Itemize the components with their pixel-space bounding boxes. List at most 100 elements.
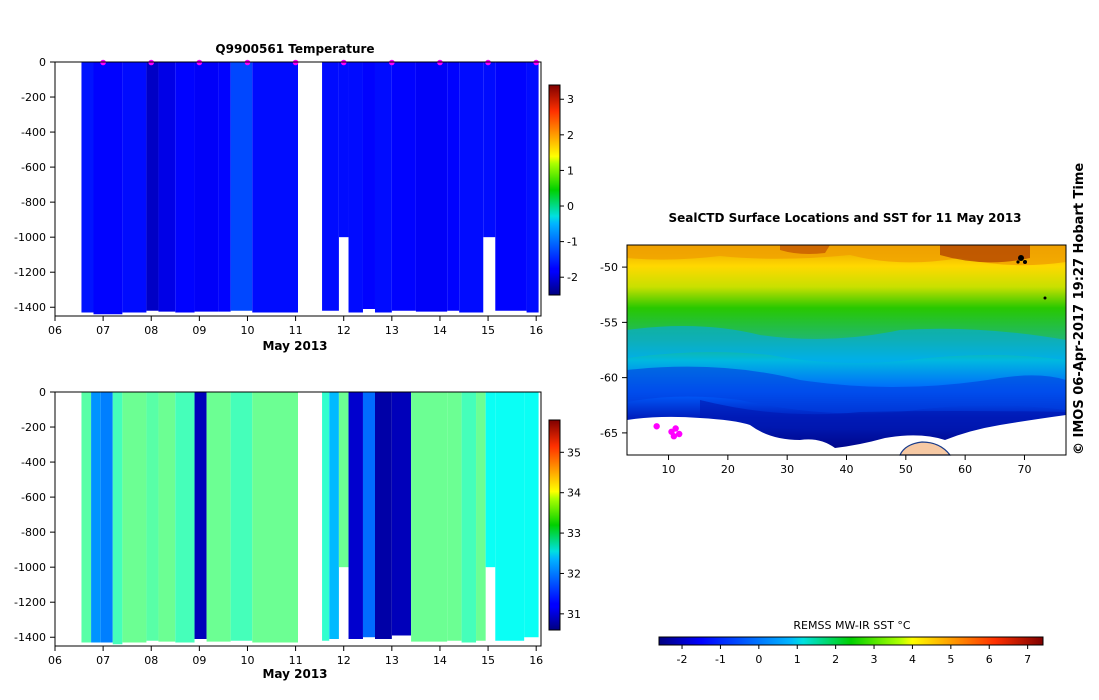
seal-position (670, 433, 678, 440)
sal-profile-4 (122, 392, 147, 643)
map-lat-tick-label: -65 (600, 427, 618, 440)
sal-profile-11 (252, 392, 298, 643)
temperature-colorbar-ticks: -2 -1 0 1 2 3 (560, 93, 578, 284)
sal-ytick-label: -1400 (14, 631, 46, 644)
seal-position (672, 425, 679, 432)
sal-profile-17 (374, 392, 392, 639)
map-lon-tick-label: 50 (899, 463, 913, 476)
salinity-colorbar (548, 419, 561, 631)
temp-profile-21 (526, 62, 539, 313)
sal-profile-2 (100, 392, 113, 643)
sal-profile-3 (112, 392, 123, 645)
temp-profile-17 (447, 62, 460, 311)
sal-profile-13 (329, 392, 339, 639)
sal-profile-7 (175, 392, 195, 643)
sst-cbtick-label: 3 (871, 653, 878, 666)
temp-profile-8 (230, 62, 253, 311)
salinity-profiles (81, 392, 539, 645)
temp-profile-19 (483, 62, 496, 238)
sst-cbtick-label: 2 (832, 653, 839, 666)
temp-xtick-label: 11 (289, 324, 303, 337)
temp-profile-18 (459, 62, 484, 313)
sal-profile-18 (391, 392, 412, 636)
sal-profile-22 (476, 392, 486, 641)
imos-credit: © IMOS 06-Apr-2017 19:27 Hobart Time (1072, 163, 1087, 455)
sal-profile-24 (495, 392, 525, 641)
seal-position (676, 430, 683, 438)
sal-profile-5 (146, 392, 159, 641)
sal-profile-8 (194, 392, 207, 639)
temp-profile-1 (93, 62, 123, 315)
temperature-x-axis: 06 07 08 09 10 11 12 13 14 15 16 (48, 316, 543, 337)
temp-xtick-label: 15 (481, 324, 495, 337)
temperature-y-axis: 0 -200 -400 -600 -800 -1000 -1200 -1400 (14, 56, 55, 314)
map-lon-tick-label: 30 (780, 463, 794, 476)
sal-xtick-label: 16 (529, 654, 543, 667)
sal-profile-9 (206, 392, 231, 642)
map-title: SealCTD Surface Locations and SST for 11… (668, 211, 1021, 225)
temp-cbtick-label: 3 (567, 93, 574, 106)
map-lat-tick-label: -60 (600, 372, 618, 385)
temp-profile-11 (338, 62, 349, 238)
sal-profile-23 (485, 392, 496, 568)
sst-cbtick-label: 4 (909, 653, 916, 666)
sst-colorbar (658, 636, 1044, 646)
sst-cbtick-label: -2 (677, 653, 688, 666)
temp-ytick-label: -200 (21, 91, 46, 104)
sal-ytick-label: -600 (21, 491, 46, 504)
temperature-colorbar (548, 84, 561, 296)
sst-cbtick-label: 7 (1024, 653, 1031, 666)
temp-cbtick-label: 2 (567, 129, 574, 142)
sal-ytick-label: -1200 (14, 596, 46, 609)
sal-ytick-label: -200 (21, 421, 46, 434)
temp-xtick-label: 09 (192, 324, 206, 337)
sst-cbtick-label: -1 (715, 653, 726, 666)
temp-xtick-label: 16 (529, 324, 543, 337)
temp-profile-5 (175, 62, 195, 313)
kerguelen-islands (1016, 255, 1047, 300)
sst-map: SealCTD Surface Locations and SST for 11… (600, 163, 1087, 666)
sal-profile-21 (461, 392, 477, 643)
sal-xtick-label: 14 (433, 654, 447, 667)
sst-cbtick-label: 6 (986, 653, 993, 666)
map-lon-tick-label: 20 (721, 463, 735, 476)
temperature-x-axis-label: May 2013 (262, 339, 327, 353)
sal-profile-0 (81, 392, 92, 643)
sst-colorbar-label: REMSS MW-IR SST °C (793, 619, 911, 632)
temp-ytick-label: -800 (21, 196, 46, 209)
map-lat-axis: -50 -55 -60 -65 (600, 261, 627, 440)
temp-cbtick-label: -2 (567, 271, 578, 284)
salinity-x-axis-label: May 2013 (262, 667, 327, 681)
temperature-profiles (81, 62, 539, 315)
sal-xtick-label: 11 (289, 654, 303, 667)
sal-xtick-label: 06 (48, 654, 62, 667)
sal-cbtick-label: 35 (567, 446, 581, 459)
temp-profile-6 (194, 62, 219, 312)
sal-profile-14 (338, 392, 349, 568)
temp-xtick-label: 06 (48, 324, 62, 337)
map-lon-tick-label: 60 (958, 463, 972, 476)
temp-profile-0 (81, 62, 94, 313)
sal-profile-16 (362, 392, 375, 638)
sal-xtick-label: 08 (144, 654, 158, 667)
sal-ytick-label: -1000 (14, 561, 46, 574)
temp-profile-4 (158, 62, 176, 312)
temp-ytick-label: -1400 (14, 301, 46, 314)
sst-cbtick-label: 1 (794, 653, 801, 666)
temp-profile-3 (146, 62, 159, 311)
temp-profile-7 (218, 62, 231, 312)
temp-profile-13 (362, 62, 375, 309)
temp-cbtick-label: -1 (567, 236, 578, 249)
temp-cbtick-label: 0 (567, 200, 574, 213)
sal-xtick-label: 09 (192, 654, 206, 667)
temp-cbtick-label: 1 (567, 164, 574, 177)
map-lon-tick-label: 70 (1017, 463, 1031, 476)
temperature-section-plot: Q9900561 Temperature 0 -200 -400 -600 -800 -1… (14, 42, 578, 353)
salinity-y-axis: 0 -200 -400 -600 -800 -1000 -1200 -1400 (14, 386, 55, 644)
temp-ytick-label: -1200 (14, 266, 46, 279)
temp-ytick-label: -400 (21, 126, 46, 139)
temp-xtick-label: 14 (433, 324, 447, 337)
temp-ytick-label: -1000 (14, 231, 46, 244)
salinity-section-plot: 0-200-400-600-800-1000-1200-1400 06 07 08 0… (14, 386, 581, 681)
sal-xtick-label: 07 (96, 654, 110, 667)
